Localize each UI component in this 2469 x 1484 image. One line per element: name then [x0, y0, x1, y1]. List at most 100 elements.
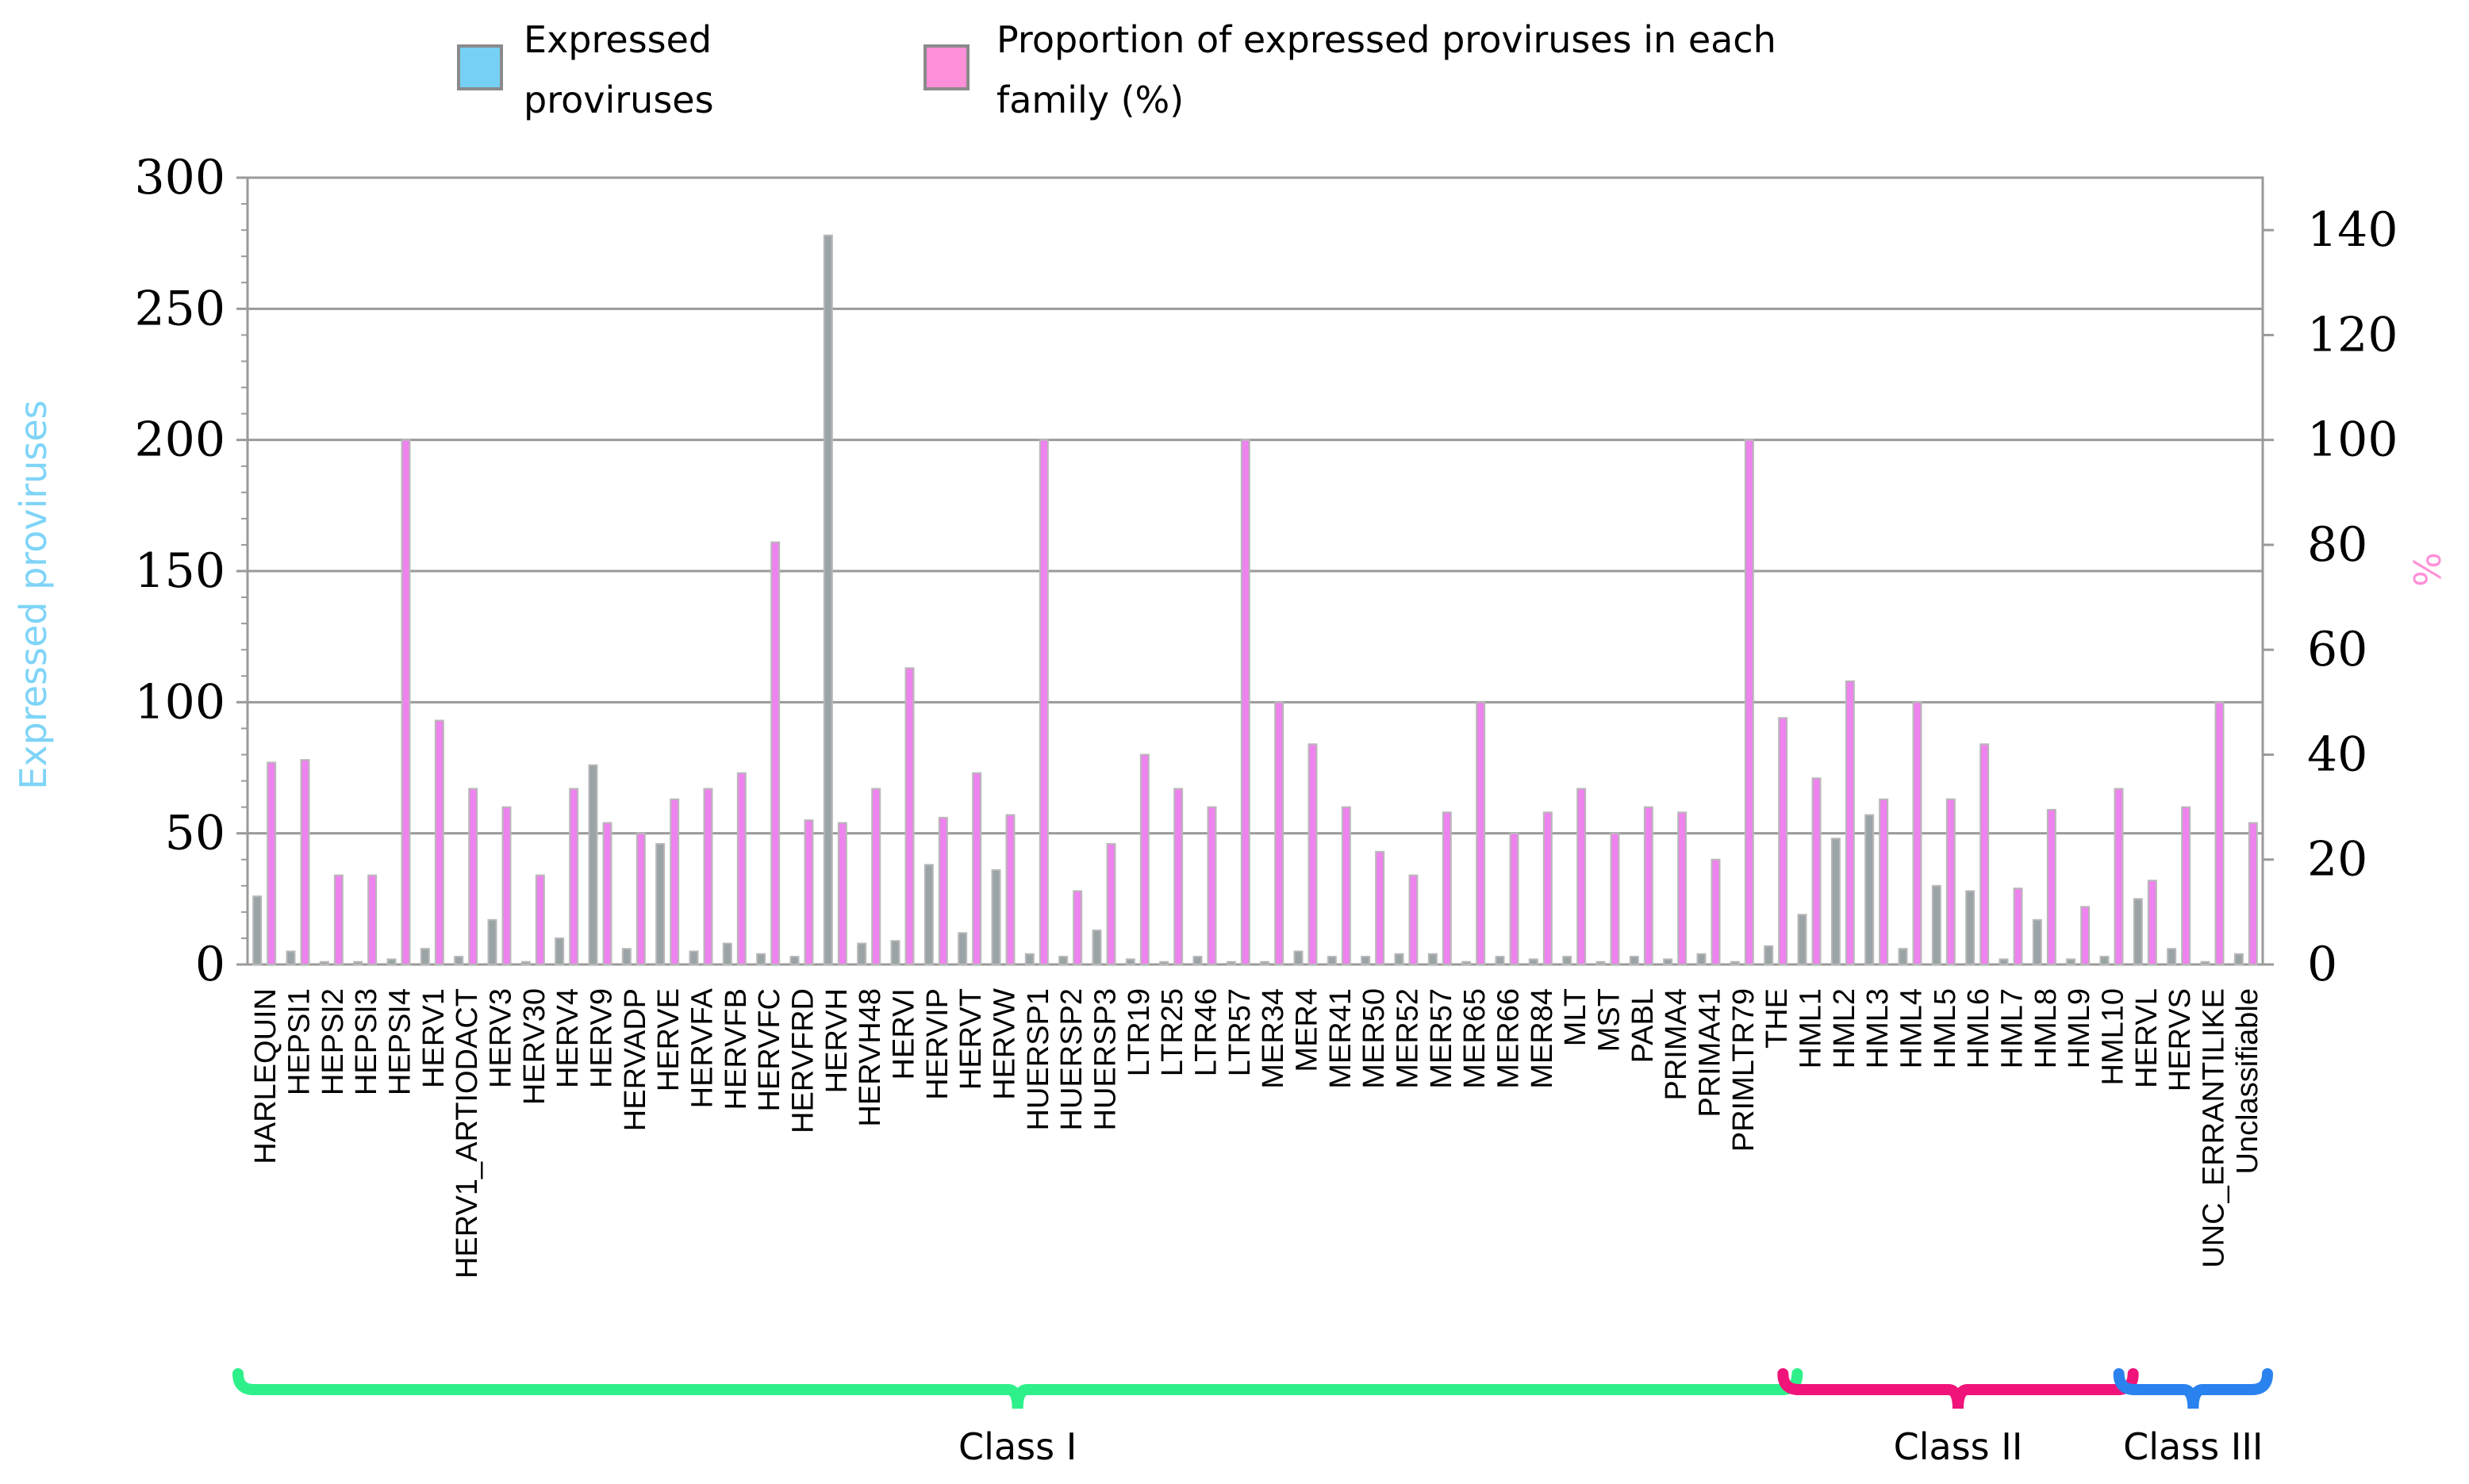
category-label: MER52 [1392, 988, 1425, 1089]
right-tick-label: 40 [2307, 727, 2367, 782]
category-label: HERVADP [619, 988, 652, 1131]
bar-proportion [1811, 777, 1822, 966]
bar-expressed [1092, 930, 1102, 965]
bar-expressed [689, 950, 699, 966]
bar-expressed [1293, 950, 1304, 966]
bar-expressed [2233, 953, 2244, 965]
left-tick-label: 50 [165, 806, 225, 861]
bar-expressed [1226, 961, 1236, 966]
bar-proportion [434, 719, 444, 965]
bar-expressed [1562, 956, 1572, 965]
category-label: LTR57 [1223, 988, 1257, 1076]
bar-proportion [1307, 743, 1318, 965]
bar-expressed [1730, 961, 1740, 966]
bar-proportion [501, 806, 512, 965]
category-label: PRIMA41 [1694, 988, 1727, 1118]
category-label: HUERSP1 [1022, 988, 1055, 1131]
bar-proportion [2181, 806, 2191, 965]
bar-proportion [1610, 832, 1620, 965]
class-label: Class II [1894, 1425, 2023, 1468]
bar-expressed [319, 961, 329, 966]
category-label: MST [1593, 988, 1626, 1052]
bar-proportion [2080, 906, 2091, 965]
bar-proportion [2147, 880, 2157, 965]
bar-expressed [1764, 945, 1774, 966]
bar-proportion [1240, 439, 1250, 965]
category-label: MER66 [1492, 988, 1526, 1089]
right-tick-label: 140 [2307, 202, 2398, 258]
category-labels: HARLEQUIN HEPSI1 HEPSI2 HEPSI3 HEPSI4 HERV1 HE… [249, 987, 2264, 1279]
right-axis-title: % [2406, 552, 2449, 587]
category-label: THE [1761, 988, 1794, 1049]
category-label: HERVE [652, 988, 685, 1091]
bar-expressed [588, 764, 598, 966]
left-tick-label: 200 [134, 412, 225, 468]
bar-proportion [1173, 788, 1184, 965]
bar-expressed [1663, 958, 1673, 966]
right-tick-label: 100 [2307, 412, 2398, 468]
bar-expressed [1260, 961, 1270, 966]
category-label: HML1 [1795, 988, 1828, 1068]
legend-label-proportion-line2: family (%) [996, 79, 1184, 121]
bar-expressed [1797, 914, 1807, 966]
category-label: MLT [1559, 988, 1592, 1046]
class-groups: Class I Class II Class III [232, 1368, 2273, 1468]
bar-proportion [736, 772, 747, 966]
bar-proportion [367, 874, 378, 966]
category-label: HERV9 [586, 988, 619, 1088]
class-bracket [2113, 1368, 2273, 1409]
left-tick-label: 0 [195, 937, 225, 992]
bar-proportion [1845, 680, 1855, 965]
bar-proportion [2114, 788, 2124, 965]
bar-expressed [1965, 890, 1976, 965]
category-label: HERV4 [551, 988, 585, 1088]
category-label: HML10 [2097, 988, 2130, 1086]
legend-swatch-expressed [457, 44, 503, 90]
right-axis: 0 20 40 60 80 100 120 140 [2263, 202, 2398, 992]
bar-expressed [2066, 958, 2076, 966]
bar-proportion [267, 761, 277, 965]
category-label: PABL [1626, 988, 1660, 1063]
legend-label-expressed-line2: proviruses [524, 79, 714, 121]
legend-label-expressed-line1: Expressed [524, 18, 712, 61]
bar-proportion [1879, 798, 1889, 965]
category-label: MER57 [1425, 988, 1458, 1089]
bar-proportion [535, 874, 545, 966]
category-label: MER50 [1357, 988, 1391, 1089]
bar-expressed [2133, 898, 2143, 966]
bar-expressed [1495, 956, 1505, 965]
bar-proportion [569, 788, 579, 965]
bar-proportion [333, 874, 344, 966]
category-label: HML6 [1962, 988, 1995, 1068]
bar-expressed [1898, 948, 1908, 966]
category-label: HERVFB [720, 988, 753, 1110]
bar-expressed [2099, 956, 2110, 965]
bar-proportion [300, 759, 310, 966]
category-label: HARLEQUIN [249, 988, 282, 1164]
bar-proportion [1711, 858, 1721, 965]
category-label: MER84 [1526, 988, 1559, 1089]
bar-proportion [938, 816, 948, 965]
right-tick-label: 20 [2307, 832, 2367, 888]
bar-proportion [1744, 439, 1754, 965]
bar-proportion [2248, 822, 2258, 965]
category-label: HML4 [1895, 988, 1929, 1068]
legend-swatch-proportion [923, 44, 970, 90]
bar-expressed [621, 948, 632, 966]
category-label: HERVFA [686, 987, 720, 1108]
category-label: HML8 [2029, 988, 2063, 1068]
left-tick-label: 250 [134, 281, 225, 336]
class-label: Class III [2123, 1425, 2263, 1468]
bar-expressed [756, 953, 766, 965]
bar-proportion [1576, 788, 1587, 965]
category-label: HERVW [989, 988, 1022, 1100]
category-label: HUERSP3 [1089, 988, 1123, 1131]
category-label: HEPSI4 [384, 988, 417, 1095]
category-label: HML7 [1996, 988, 2029, 1068]
bar-proportion [1408, 874, 1419, 966]
bar-expressed [958, 932, 968, 965]
bar-expressed [454, 956, 464, 965]
bar-expressed [823, 234, 833, 966]
bar-expressed [1864, 814, 1875, 966]
